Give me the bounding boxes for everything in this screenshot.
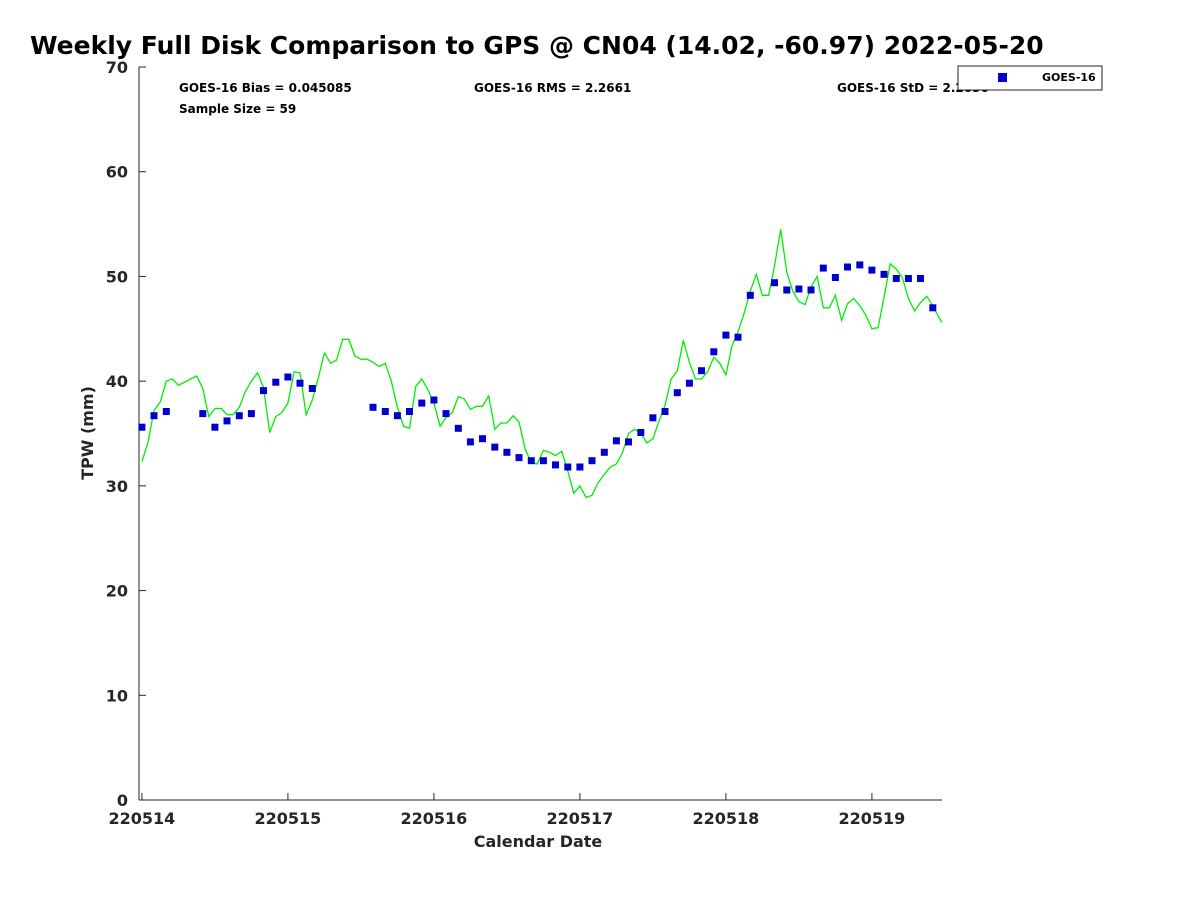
legend-goes-marker (998, 73, 1007, 82)
x-tick-label: 220516 (401, 809, 468, 828)
goes-16-point (308, 385, 316, 392)
goes-16-point (771, 279, 778, 287)
goes-16-point (600, 448, 608, 456)
y-tick-label: 10 (106, 686, 128, 705)
goes-16-point (698, 367, 705, 375)
goes-16-point (406, 408, 413, 415)
goes-16-point (904, 275, 912, 282)
x-axis-label: Calendar Date (474, 832, 603, 851)
goes-16-point (454, 424, 462, 432)
chart-title: Weekly Full Disk Comparison to GPS @ CN0… (30, 31, 1044, 60)
goes-16-point (576, 463, 584, 471)
x-tick-label: 220514 (109, 809, 176, 828)
goes-16-point (844, 263, 851, 271)
goes-16-point (612, 437, 620, 445)
goes-16-point (418, 399, 426, 407)
goes-16-point (491, 443, 499, 451)
goes-16-point (807, 286, 815, 294)
y-tick-label: 60 (106, 163, 128, 182)
plot-area (138, 67, 942, 801)
legend-box (957, 65, 1103, 91)
y-tick-label: 40 (106, 372, 128, 391)
goes-16-point (369, 403, 377, 411)
goes-16-point (868, 266, 876, 274)
goes-16-point (685, 379, 693, 387)
y-tick-label: 0 (117, 791, 128, 810)
goes-16-point (661, 408, 669, 415)
x-tick-label: 220515 (255, 809, 322, 828)
goes-16-point (162, 408, 170, 415)
goes-16-point (588, 457, 596, 465)
goes-16-point (831, 274, 839, 281)
goes-16-point (552, 461, 559, 469)
goes-16-point (199, 410, 207, 418)
plot-background (139, 67, 942, 800)
goes-16-point (880, 270, 888, 278)
goes-16-point (856, 261, 864, 269)
legend: GOES-16 (957, 65, 1103, 91)
goes-16-point (211, 423, 219, 431)
y-tick-label: 30 (106, 477, 128, 496)
x-tick-label: 220518 (693, 809, 760, 828)
goes-16-series (138, 261, 937, 471)
std-stat: GOES-16 StD = 2.2656 (837, 81, 989, 95)
y-axis-ticks: 0 10 20 30 40 50 60 70 (106, 58, 146, 810)
sample-size-stat: Sample Size = 59 (179, 102, 296, 116)
goes-16-point (539, 457, 547, 465)
x-tick-label: 220519 (839, 809, 906, 828)
goes-16-point (710, 348, 718, 356)
goes-16-point (722, 331, 730, 339)
x-tick-label: 220517 (547, 809, 614, 828)
goes-16-point (649, 414, 657, 422)
goes-16-point (466, 438, 474, 446)
goes-16-point (381, 408, 389, 415)
goes-16-point (795, 285, 803, 293)
goes-16-point (783, 286, 791, 294)
y-tick-label: 70 (106, 58, 128, 77)
goes-16-point (734, 333, 742, 341)
y-axis-label: TPW (mm) (78, 386, 97, 480)
legend-goes-label: GOES-16 (1042, 71, 1096, 84)
goes-16-point (138, 423, 146, 431)
goes-16-point (235, 412, 243, 420)
goes-16-point (223, 417, 231, 425)
goes-16-point (673, 389, 681, 397)
goes-16-point (819, 264, 827, 272)
goes-16-point (917, 275, 924, 282)
goes-16-point (284, 373, 292, 381)
goes-16-point (527, 457, 535, 465)
goes-16-point (892, 275, 900, 282)
goes-16-point (929, 304, 937, 312)
goes-16-point (515, 454, 523, 462)
goes-16-point (296, 379, 304, 387)
y-tick-label: 50 (106, 267, 128, 286)
x-axis-ticks: 220514 220515 220516 220517 220518 220519 (109, 793, 906, 828)
goes-16-point (503, 448, 511, 456)
goes-16-point (260, 387, 267, 395)
y-tick-label: 20 (106, 582, 128, 601)
goes-16-point (479, 435, 486, 443)
goes-16-point (150, 412, 158, 420)
goes-16-point (637, 429, 645, 436)
rms-stat: GOES-16 RMS = 2.2661 (474, 81, 631, 95)
goes-16-point (272, 378, 280, 386)
goes-16-point (430, 396, 438, 404)
goes-16-point (393, 412, 401, 420)
bias-stat: GOES-16 Bias = 0.045085 (179, 81, 352, 95)
goes-16-point (564, 463, 572, 471)
goes-16-point (247, 410, 255, 418)
goes-16-point (625, 438, 632, 446)
goes-16-point (442, 410, 450, 418)
goes-16-point (746, 291, 754, 299)
